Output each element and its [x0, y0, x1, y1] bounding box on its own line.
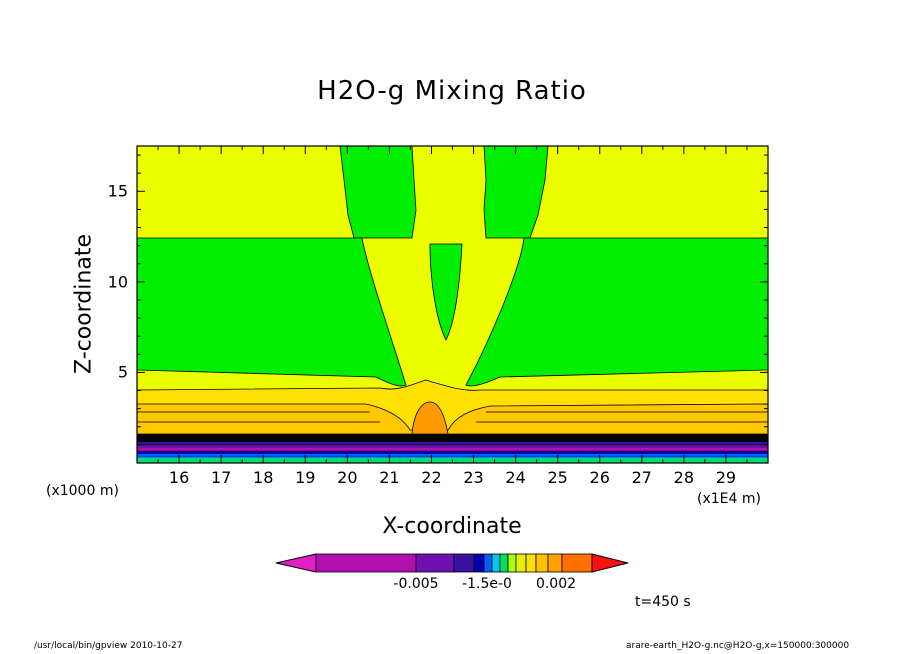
y-tick-label: 5	[117, 362, 128, 382]
x-axis-label: X-coordinate	[382, 514, 522, 539]
upper-plume-left	[339, 146, 417, 239]
x-tick-label: 16	[168, 468, 190, 487]
colorbar-segment	[315, 553, 417, 573]
central-peak	[411, 401, 449, 435]
x-tick-label: 28	[673, 468, 695, 487]
x-tick-label: 24	[505, 468, 526, 487]
colorbar-segment	[473, 553, 485, 573]
x-scale-label: (x1E4 m)	[697, 491, 761, 507]
colorbar-label: 0.002	[535, 576, 577, 592]
x-tick-label: 25	[547, 468, 568, 487]
colorbar-segment	[561, 553, 593, 573]
colorbar-segment	[453, 553, 475, 573]
mid-band-left	[137, 237, 407, 387]
layer-low-orange	[137, 403, 768, 435]
footer-right: arare-earth_H2O-g.nc@H2O-g,x=150000:3000…	[626, 641, 850, 651]
colorbar-label: -1.5e-0	[462, 576, 512, 592]
axis-ticks	[136, 146, 769, 463]
x-tick-label: 18	[253, 468, 274, 487]
colorbar-segment	[525, 553, 537, 573]
colorbar-segment	[507, 553, 517, 573]
colorbar-segment	[535, 553, 549, 573]
time-label: t=450 s	[635, 594, 691, 610]
x-tick-label: 27	[631, 468, 652, 487]
x-tick-label: 17	[210, 468, 232, 487]
x-tick-label: 23	[463, 468, 484, 487]
colorbar-min-arrow	[275, 553, 317, 573]
x-tick-label: 29	[715, 468, 737, 487]
x-tick-label: 20	[337, 468, 358, 487]
colorbar-segment	[483, 553, 493, 573]
x-tick-label: 21	[379, 468, 400, 487]
x-tick-label: 22	[421, 468, 442, 487]
y-axis-label: Z-coordinate	[71, 234, 97, 374]
colorbar-segment	[547, 553, 563, 573]
contour-field	[137, 146, 768, 463]
colorbar	[275, 553, 629, 573]
colorbar-segment	[499, 553, 509, 573]
x-unit-label: (x1000 m)	[46, 483, 119, 499]
mid-band-center	[429, 243, 463, 341]
x-tick-label: 19	[295, 468, 316, 487]
colorbar-segment	[515, 553, 527, 573]
colorbar-label: -0.005	[393, 576, 439, 592]
colorbar-segment	[415, 553, 455, 573]
colorbar-segment	[491, 553, 501, 573]
chart-title: H2O-g Mixing Ratio	[317, 76, 587, 106]
y-tick-label: 15	[107, 181, 128, 201]
mid-band-right	[465, 237, 768, 387]
footer-left: /usr/local/bin/gpview 2010-10-27	[34, 641, 183, 651]
colorbar-max-arrow	[591, 553, 629, 573]
x-tick-label: 26	[589, 468, 610, 487]
y-tick-label: 10	[107, 272, 128, 292]
